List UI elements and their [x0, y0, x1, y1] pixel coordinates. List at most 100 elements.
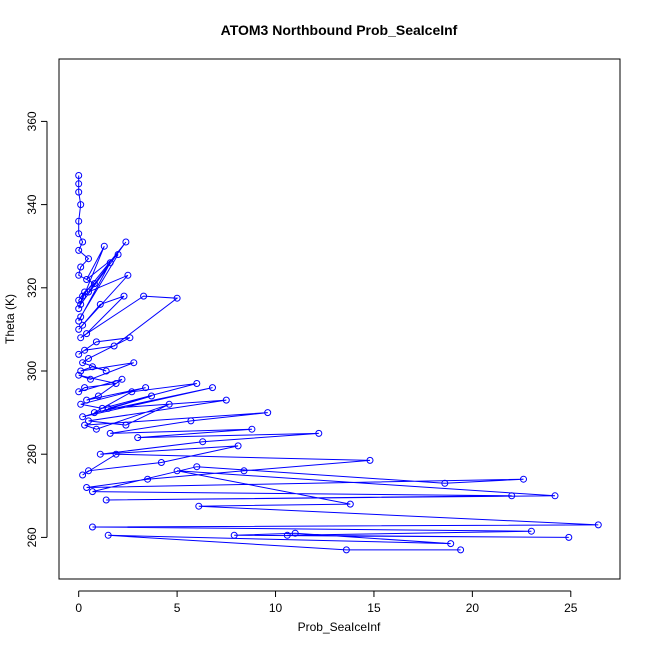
y-axis: 260 280 300 320 340 360	[25, 111, 48, 547]
x-axis: 0 5 10 15 20 25	[75, 590, 578, 615]
data-point	[92, 338, 100, 346]
data-point	[315, 429, 323, 437]
data-point	[366, 456, 374, 464]
data-point	[83, 330, 91, 338]
data-point	[81, 384, 89, 392]
data-point	[85, 355, 92, 362]
data-point	[85, 467, 92, 475]
data-point	[128, 388, 136, 396]
y-tick-label: 340	[25, 194, 39, 214]
data-point	[551, 492, 559, 500]
data-point	[114, 251, 122, 258]
data-point	[90, 280, 98, 288]
data-point	[230, 531, 238, 539]
data-point	[77, 263, 85, 271]
data-point	[193, 380, 201, 387]
data-point	[130, 359, 138, 367]
data-point	[118, 375, 126, 383]
data-point	[79, 321, 87, 329]
data-point	[92, 425, 100, 433]
data-point	[85, 417, 92, 425]
data-point	[79, 292, 87, 300]
x-tick-label: 20	[466, 601, 480, 615]
data-point	[157, 459, 165, 466]
data-point	[527, 527, 535, 535]
y-tick-label: 320	[25, 277, 39, 297]
data-point	[193, 463, 201, 471]
data-point	[104, 404, 112, 412]
data-point	[112, 450, 120, 458]
data-point	[75, 325, 83, 333]
data-point	[85, 288, 92, 296]
x-tick-label: 10	[269, 601, 283, 615]
data-point	[77, 300, 85, 308]
data-point	[75, 188, 83, 196]
data-point	[173, 467, 181, 475]
data-point	[110, 342, 118, 350]
data-point	[79, 359, 87, 367]
data-point	[75, 246, 83, 254]
data-point	[89, 488, 96, 496]
data-point	[96, 300, 104, 308]
data-point	[75, 217, 83, 225]
data-point	[195, 502, 203, 510]
data-point	[148, 392, 155, 400]
data-point	[75, 271, 83, 279]
data-point	[594, 521, 602, 529]
data-point	[234, 442, 242, 450]
data-point	[75, 388, 83, 396]
data-point	[77, 313, 85, 321]
data-point	[77, 367, 85, 375]
data-point	[77, 201, 85, 209]
data-point	[104, 531, 112, 539]
data-point	[77, 400, 85, 408]
data-point	[75, 230, 83, 238]
data-point	[342, 546, 350, 554]
y-tick-label: 300	[25, 361, 39, 381]
data-point	[75, 172, 83, 179]
y-tick-label: 260	[25, 527, 39, 547]
data-point	[75, 296, 83, 304]
data-point	[102, 496, 110, 504]
data-point	[520, 475, 527, 483]
data-point	[248, 425, 256, 433]
data-point	[142, 384, 150, 392]
data-point	[89, 523, 96, 531]
data-point	[87, 375, 94, 383]
data-point	[112, 380, 120, 387]
data-point	[122, 421, 130, 429]
data-point	[346, 500, 354, 508]
data-point	[209, 384, 216, 392]
data-point	[79, 413, 87, 421]
data-point	[124, 271, 132, 279]
data-point	[94, 392, 102, 400]
data-point	[199, 438, 207, 446]
series-line	[78, 175, 599, 551]
data-point	[77, 334, 85, 342]
data-point	[75, 371, 83, 379]
data-point	[85, 255, 92, 263]
y-tick-label: 360	[25, 111, 39, 131]
data-point	[165, 400, 173, 408]
y-axis-label: Theta (K)	[3, 294, 17, 344]
x-axis-label: Prob_SeaIceInf	[298, 620, 381, 634]
data-point	[126, 334, 134, 342]
data-point	[75, 180, 83, 188]
data-point	[120, 292, 128, 300]
data-point	[89, 363, 96, 371]
data-point	[106, 259, 114, 267]
data-point	[144, 475, 152, 483]
data-point	[264, 409, 272, 417]
data-point	[102, 367, 110, 375]
chart-title: ATOM3 Northbound Prob_SeaIceInf	[221, 22, 458, 38]
data-point	[447, 540, 455, 548]
data-point	[96, 450, 104, 458]
data-point	[565, 533, 573, 541]
data-point	[222, 396, 230, 404]
data-point	[457, 546, 465, 554]
data-point	[106, 429, 114, 437]
data-point	[83, 484, 91, 491]
data-point	[83, 276, 91, 283]
